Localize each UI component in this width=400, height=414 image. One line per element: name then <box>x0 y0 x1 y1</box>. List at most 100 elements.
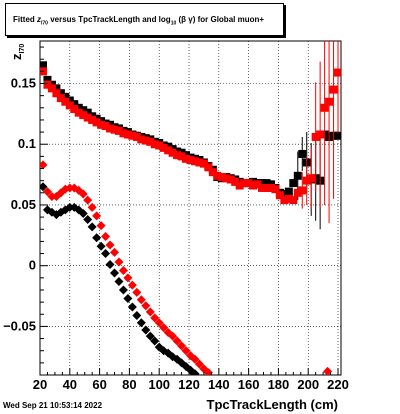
data-point-diamond <box>172 336 182 346</box>
data-point-diamond <box>177 341 187 351</box>
data-point-square <box>88 115 97 124</box>
data-point-diamond <box>40 182 48 192</box>
data-point-square <box>258 179 267 188</box>
data-point-square <box>56 89 65 98</box>
plot-frame <box>39 40 342 376</box>
data-point-diamond <box>150 336 160 346</box>
grid-lines <box>39 41 341 375</box>
x-tick-labels: 20 40 60 80 100 120 140 160 180 200 220 <box>33 377 349 392</box>
data-point-diamond <box>87 222 97 232</box>
data-point-diamond <box>127 280 137 290</box>
data-point-diamond <box>56 207 66 217</box>
x-tick-label: 180 <box>268 377 290 392</box>
data-point-diamond <box>92 233 102 243</box>
data-point-diamond <box>203 368 213 375</box>
data-point-diamond <box>105 240 115 250</box>
data-point-diamond <box>110 268 120 278</box>
data-point-square <box>74 103 83 112</box>
data-point-diamond <box>123 293 133 303</box>
x-tick-label: 40 <box>63 377 77 392</box>
data-point-diamond <box>114 257 124 267</box>
data-point-square <box>186 156 195 165</box>
x-tick-label: 60 <box>92 377 106 392</box>
data-point-square <box>298 186 307 195</box>
data-point-diamond <box>168 331 178 341</box>
data-point-square <box>284 187 293 196</box>
data-point-diamond <box>323 366 333 375</box>
data-point-square <box>293 171 302 180</box>
data-point-diamond <box>145 331 155 341</box>
data-point-square <box>208 168 217 177</box>
data-point-square <box>146 137 155 146</box>
data-point-square <box>235 181 244 190</box>
data-point-square <box>262 179 271 188</box>
data-point-diamond <box>83 215 93 225</box>
data-point-square <box>280 190 289 199</box>
data-point-diamond <box>132 287 142 297</box>
data-point-diamond <box>145 307 155 317</box>
data-point-diamond <box>123 273 133 283</box>
data-point-square <box>177 152 186 161</box>
x-axis-label: TpcTrackLength (cm) <box>206 397 338 412</box>
data-point-square <box>280 196 289 205</box>
data-point-square <box>79 106 88 115</box>
data-point-square <box>244 179 253 188</box>
data-point-diamond <box>136 318 146 328</box>
data-point-diamond <box>101 232 111 242</box>
data-point-square <box>334 131 341 140</box>
data-point-diamond <box>154 318 164 328</box>
data-point-square <box>271 185 280 194</box>
data-point-diamond <box>118 266 128 276</box>
data-point-square <box>164 146 173 155</box>
data-point-square <box>262 183 271 192</box>
y-tick-label: 0 <box>29 258 36 273</box>
x-tick-label: 200 <box>297 377 319 392</box>
data-point-diamond <box>110 247 120 257</box>
data-point-square <box>43 80 52 89</box>
data-point-square <box>141 136 150 145</box>
data-point-diamond <box>159 323 169 333</box>
y-tick-labels: −0.05 0 0.05 0.1 0.15 <box>3 76 36 334</box>
data-point-square <box>74 108 83 117</box>
data-point-square <box>40 61 47 70</box>
data-point-diamond <box>190 369 200 375</box>
data-point-square <box>289 179 298 188</box>
data-point-diamond <box>42 187 52 197</box>
data-point-square <box>56 94 65 103</box>
data-point-diamond <box>190 354 200 364</box>
data-point-square <box>114 126 123 135</box>
data-point-square <box>307 174 316 183</box>
data-point-square <box>65 96 74 105</box>
axis-ticks <box>39 46 339 376</box>
data-point-square <box>52 84 61 93</box>
data-point-diamond <box>181 346 191 356</box>
data-point-square <box>199 159 208 168</box>
data-point-square <box>43 75 52 84</box>
data-point-diamond <box>127 302 137 312</box>
data-point-square <box>83 108 92 117</box>
data-point-diamond <box>92 211 102 221</box>
y-tick-label: 0.15 <box>11 76 36 91</box>
data-point-square <box>168 148 177 157</box>
data-point-square <box>204 163 213 172</box>
footer-date: Wed Sep 21 10:53:14 2022 <box>3 401 103 410</box>
data-point-square <box>83 113 92 122</box>
data-point-square <box>320 103 329 112</box>
data-point-square <box>240 179 249 188</box>
x-tick-label: 160 <box>238 377 260 392</box>
x-tick-label: 20 <box>33 377 47 392</box>
data-point-square <box>298 149 307 158</box>
data-point-square <box>222 174 231 183</box>
data-point-square <box>195 158 204 167</box>
data-point-square <box>253 180 262 189</box>
data-point-diamond <box>78 208 88 218</box>
data-point-square <box>266 183 275 192</box>
x-tick-label: 220 <box>327 377 349 392</box>
data-point-square <box>249 181 258 190</box>
data-point-diamond <box>141 301 151 311</box>
data-point-square <box>275 191 284 200</box>
data-point-diamond <box>114 276 124 286</box>
data-point-square <box>137 135 146 144</box>
data-point-diamond <box>87 202 97 212</box>
